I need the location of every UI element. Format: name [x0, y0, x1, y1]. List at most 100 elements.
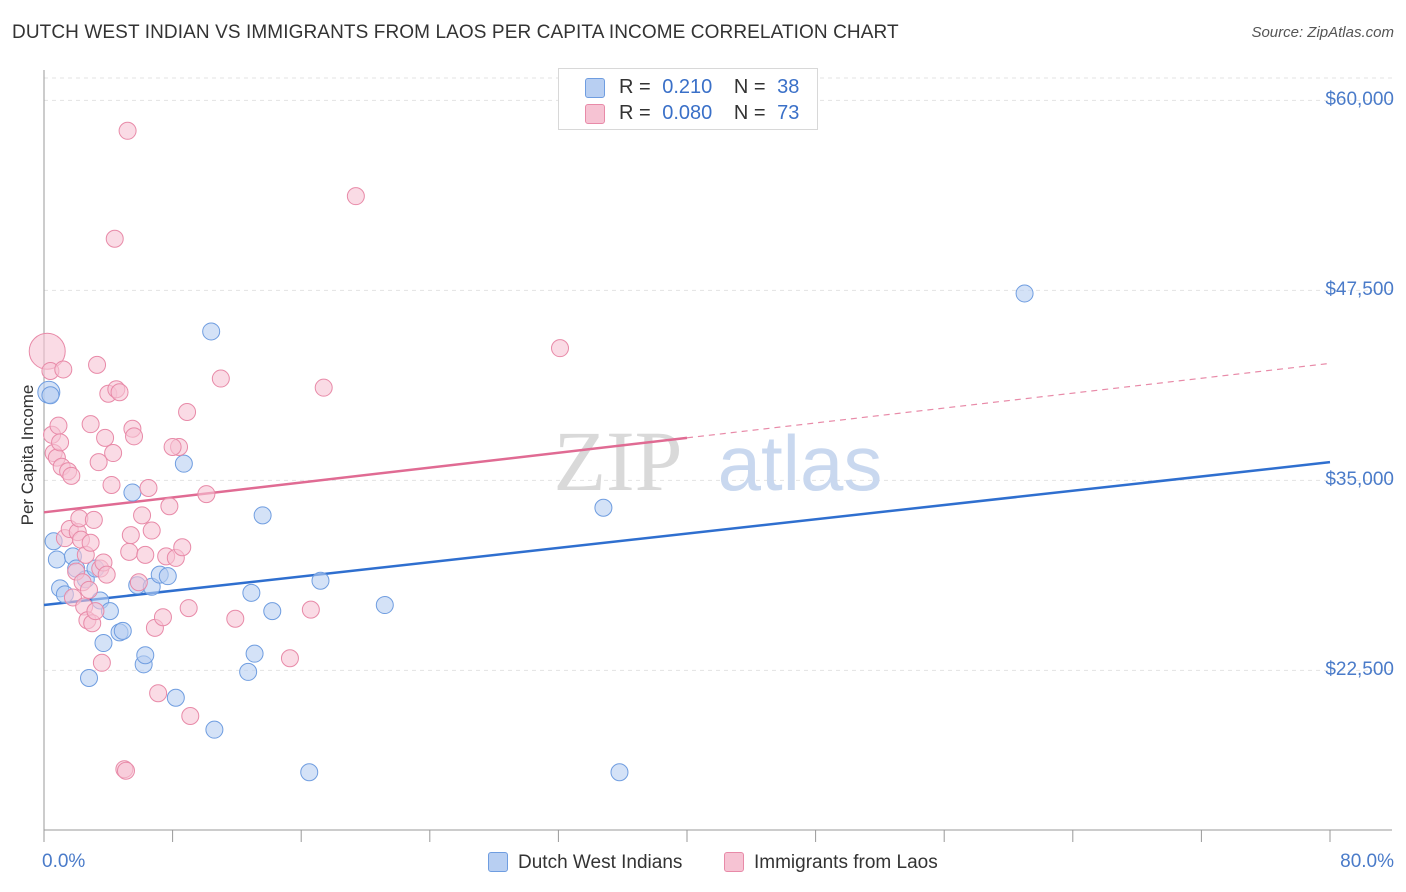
point-immigrants-laos	[197, 485, 216, 504]
point-immigrants-laos	[139, 479, 158, 497]
point-dutch-west-indians	[610, 763, 629, 782]
correlation-legend: R = 0.210 N = 38 R = 0.080 N = 73	[558, 68, 818, 130]
point-immigrants-laos	[49, 416, 68, 435]
point-immigrants-laos	[179, 599, 198, 618]
point-immigrants-laos	[125, 427, 144, 446]
point-immigrants-laos	[62, 466, 81, 485]
legend-r-label: R =	[619, 102, 651, 124]
point-dutch-west-indians	[239, 662, 258, 681]
y-tick-label: $47,500	[1325, 279, 1394, 301]
point-dutch-west-indians	[375, 596, 394, 615]
point-dutch-west-indians	[136, 646, 155, 665]
point-immigrants-laos	[102, 475, 121, 494]
point-dutch-west-indians	[202, 322, 221, 341]
point-immigrants-laos	[92, 653, 111, 672]
y-tick-label: $60,000	[1325, 89, 1394, 111]
point-immigrants-laos	[88, 355, 107, 374]
point-immigrants-laos	[136, 545, 155, 564]
point-dutch-west-indians	[123, 483, 142, 502]
bottom-legend-label-dutch: Dutch West Indians	[518, 852, 683, 873]
point-immigrants-laos	[54, 360, 73, 379]
point-dutch-west-indians	[1015, 284, 1034, 303]
point-dutch-west-indians	[205, 720, 224, 739]
axes	[43, 70, 1392, 842]
point-immigrants-laos	[104, 444, 123, 463]
point-immigrants-laos	[280, 649, 299, 668]
point-immigrants-laos	[226, 609, 245, 628]
bottom-legend-label-laos: Immigrants from Laos	[754, 852, 938, 873]
point-immigrants-laos	[301, 600, 320, 619]
legend-r-label: R =	[619, 76, 651, 98]
point-immigrants-laos	[118, 121, 137, 140]
point-dutch-west-indians	[594, 498, 613, 517]
point-immigrants-laos	[160, 497, 179, 516]
point-immigrants-laos	[163, 437, 182, 456]
y-tick-label: $22,500	[1325, 659, 1394, 681]
point-immigrants-laos	[51, 433, 70, 452]
chart-source: Source: ZipAtlas.com	[1251, 24, 1394, 41]
point-immigrants-laos	[551, 339, 570, 358]
legend-n-label: N =	[733, 102, 766, 124]
point-immigrants-laos	[149, 684, 168, 703]
point-dutch-west-indians	[245, 644, 264, 663]
point-immigrants-laos	[121, 526, 140, 545]
point-immigrants-laos	[211, 369, 230, 388]
watermark-atlas: atlas	[718, 419, 883, 507]
point-immigrants-laos	[81, 415, 100, 434]
point-dutch-west-indians	[253, 506, 272, 525]
point-dutch-west-indians	[174, 454, 193, 473]
trend-line-1	[43, 436, 688, 514]
point-dutch-west-indians	[300, 763, 319, 782]
point-immigrants-laos	[97, 565, 116, 584]
point-dutch-west-indians	[263, 602, 282, 621]
point-dutch-west-indians	[94, 634, 113, 653]
trend-line-ext-1	[686, 362, 1331, 439]
bottom-legend-laos: Immigrants from Laos	[724, 852, 938, 874]
point-immigrants-laos	[116, 761, 135, 780]
point-immigrants-laos	[129, 573, 148, 592]
bottom-legend-dutch: Dutch West Indians	[488, 852, 682, 874]
bottom-legend-swatch-laos	[724, 852, 744, 872]
point-immigrants-laos	[346, 187, 365, 206]
x-tick-min: 0.0%	[42, 851, 86, 872]
legend-r-value: 0.080	[662, 102, 713, 124]
point-dutch-west-indians	[41, 386, 60, 405]
point-immigrants-laos	[181, 707, 200, 725]
point-immigrants-laos	[86, 602, 105, 621]
point-immigrants-laos	[84, 510, 103, 529]
point-dutch-west-indians	[80, 669, 99, 687]
point-dutch-west-indians	[158, 567, 177, 586]
bottom-legend-swatch-dutch	[488, 852, 508, 872]
point-dutch-west-indians	[113, 621, 132, 640]
legend-swatch-laos	[585, 104, 605, 124]
point-immigrants-laos	[81, 533, 100, 552]
legend-n-label: N =	[733, 76, 766, 98]
chart-title: DUTCH WEST INDIAN VS IMMIGRANTS FROM LAO…	[12, 22, 899, 43]
point-immigrants-laos	[80, 580, 99, 599]
legend-r-value: 0.210	[662, 76, 713, 98]
data-points	[28, 121, 1034, 782]
point-immigrants-laos	[120, 542, 139, 561]
point-immigrants-laos	[133, 506, 152, 525]
point-immigrants-laos	[178, 403, 197, 421]
point-dutch-west-indians	[242, 583, 261, 602]
trend-line-0	[43, 460, 1331, 607]
point-dutch-west-indians	[311, 571, 330, 590]
point-immigrants-laos	[89, 453, 108, 472]
point-immigrants-laos	[314, 378, 333, 397]
legend-swatch-dutch	[585, 78, 605, 98]
legend-n-value: 73	[777, 102, 800, 124]
point-immigrants-laos	[110, 383, 129, 402]
y-tick-label: $35,000	[1325, 469, 1394, 491]
x-tick-max: 80.0%	[1340, 851, 1394, 872]
watermark-zip: ZIP	[554, 413, 683, 509]
point-immigrants-laos	[142, 521, 161, 540]
point-immigrants-laos	[153, 608, 172, 627]
trend-lines	[43, 362, 1331, 607]
point-dutch-west-indians	[47, 550, 66, 569]
point-immigrants-laos	[105, 229, 124, 248]
point-dutch-west-indians	[166, 688, 185, 707]
legend-n-value: 38	[777, 76, 800, 98]
point-immigrants-laos	[173, 538, 192, 557]
